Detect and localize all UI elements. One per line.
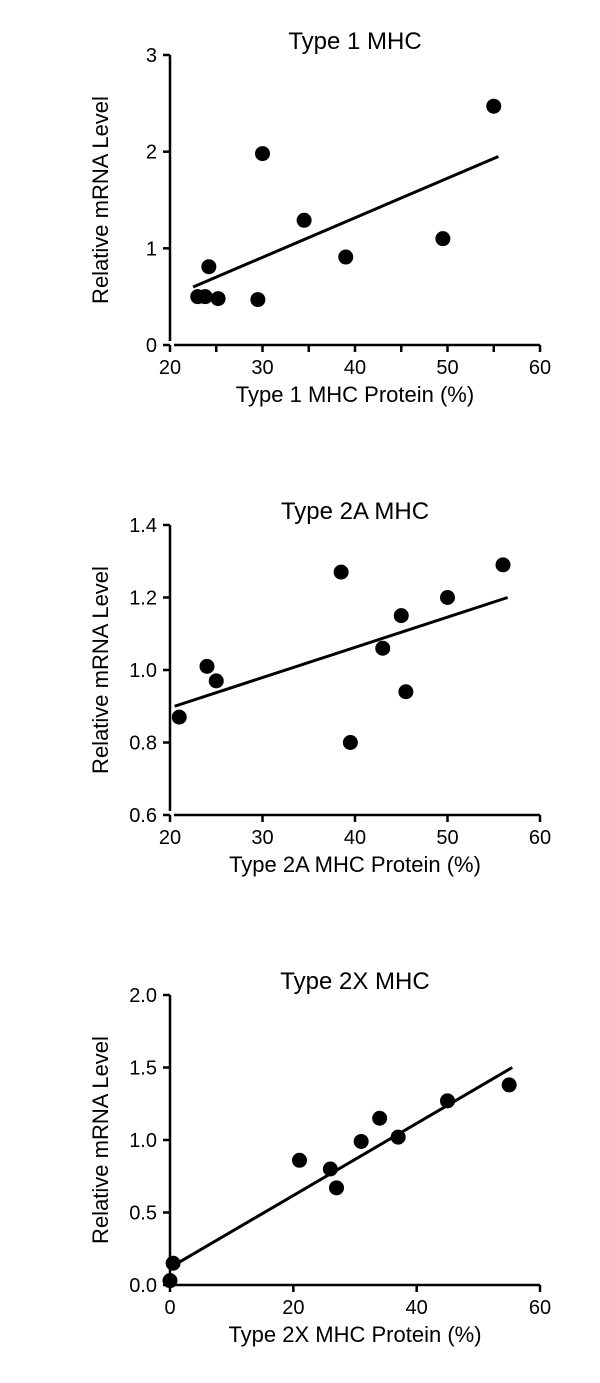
data-point <box>172 710 187 725</box>
x-tick-label: 60 <box>529 1297 551 1319</box>
x-tick-label: 40 <box>344 827 366 849</box>
data-point <box>198 289 213 304</box>
data-point <box>201 259 216 274</box>
data-point <box>440 1093 455 1108</box>
y-tick-label: 1.4 <box>129 515 157 537</box>
fit-line <box>175 598 508 707</box>
fit-line <box>170 1068 512 1268</box>
panel-type2a: 20 30 40 50 60 0.6 0.8 1.0 1.2 1.4 Type 2A MHC Type… <box>60 490 560 890</box>
data-point <box>440 590 455 605</box>
x-tick-label: 30 <box>251 827 273 849</box>
chart-title: Type 1 MHC <box>288 28 421 55</box>
data-point <box>292 1153 307 1168</box>
data-point <box>297 213 312 228</box>
y-tick-label: 3 <box>146 45 157 67</box>
y-tick-label: 1.0 <box>129 1130 157 1152</box>
data-point <box>334 565 349 580</box>
x-tick-label: 30 <box>251 357 273 379</box>
data-point <box>372 1111 387 1126</box>
data-point <box>391 1130 406 1145</box>
x-tick-label: 20 <box>159 357 181 379</box>
data-point <box>163 1273 178 1288</box>
x-tick-label: 50 <box>436 827 458 849</box>
y-axis-label: Relative mRNA Level <box>88 96 113 304</box>
x-tick-label: 20 <box>159 827 181 849</box>
y-tick-label: 0.0 <box>129 1275 157 1297</box>
data-point <box>435 231 450 246</box>
data-point <box>209 673 224 688</box>
data-point <box>211 291 226 306</box>
y-tick-label: 1 <box>146 238 157 260</box>
figure-container: 20 30 40 50 60 0 1 2 3 Type 1 MHC Type 1 MHC Prote… <box>0 0 600 1383</box>
y-tick-label: 0.8 <box>129 733 157 755</box>
y-tick-label: 1.2 <box>129 588 157 610</box>
data-point <box>502 1077 517 1092</box>
x-axis-label: Type 2A MHC Protein (%) <box>229 852 481 877</box>
data-point <box>486 99 501 114</box>
y-tick-label: 0.5 <box>129 1203 157 1225</box>
x-tick-label: 0 <box>164 1297 175 1319</box>
x-tick-label: 50 <box>436 357 458 379</box>
data-point <box>166 1256 181 1271</box>
y-tick-label: 2 <box>146 142 157 164</box>
chart-title: Type 2X MHC <box>280 968 429 995</box>
y-tick-label: 2.0 <box>129 985 157 1007</box>
data-point <box>329 1180 344 1195</box>
x-tick-label: 60 <box>529 357 551 379</box>
y-tick-label: 1.5 <box>129 1058 157 1080</box>
fit-line <box>193 157 498 288</box>
y-tick-label: 0 <box>146 335 157 357</box>
x-tick-label: 20 <box>282 1297 304 1319</box>
data-point <box>398 684 413 699</box>
x-tick-label: 60 <box>529 827 551 849</box>
x-axis-label: Type 2X MHC Protein (%) <box>228 1322 481 1347</box>
data-point <box>250 292 265 307</box>
y-tick-label: 1.0 <box>129 660 157 682</box>
data-point <box>338 250 353 265</box>
data-point <box>354 1134 369 1149</box>
data-point <box>323 1162 338 1177</box>
data-point <box>375 641 390 656</box>
data-point <box>255 146 270 161</box>
panel-type1: 20 30 40 50 60 0 1 2 3 Type 1 MHC Type 1 MHC Prote… <box>60 20 560 420</box>
panel-type2x: 0 20 40 60 0.0 0.5 1.0 1.5 2.0 Type 2X MHC Type 2X… <box>60 960 560 1360</box>
data-point <box>200 659 215 674</box>
data-point <box>496 557 511 572</box>
y-axis-label: Relative mRNA Level <box>88 1036 113 1244</box>
y-axis-label: Relative mRNA Level <box>88 566 113 774</box>
x-axis-label: Type 1 MHC Protein (%) <box>236 382 474 407</box>
data-point <box>394 608 409 623</box>
x-tick-label: 40 <box>344 357 366 379</box>
data-point <box>343 735 358 750</box>
y-tick-label: 0.6 <box>129 805 157 827</box>
x-tick-label: 40 <box>406 1297 428 1319</box>
chart-title: Type 2A MHC <box>281 498 429 525</box>
